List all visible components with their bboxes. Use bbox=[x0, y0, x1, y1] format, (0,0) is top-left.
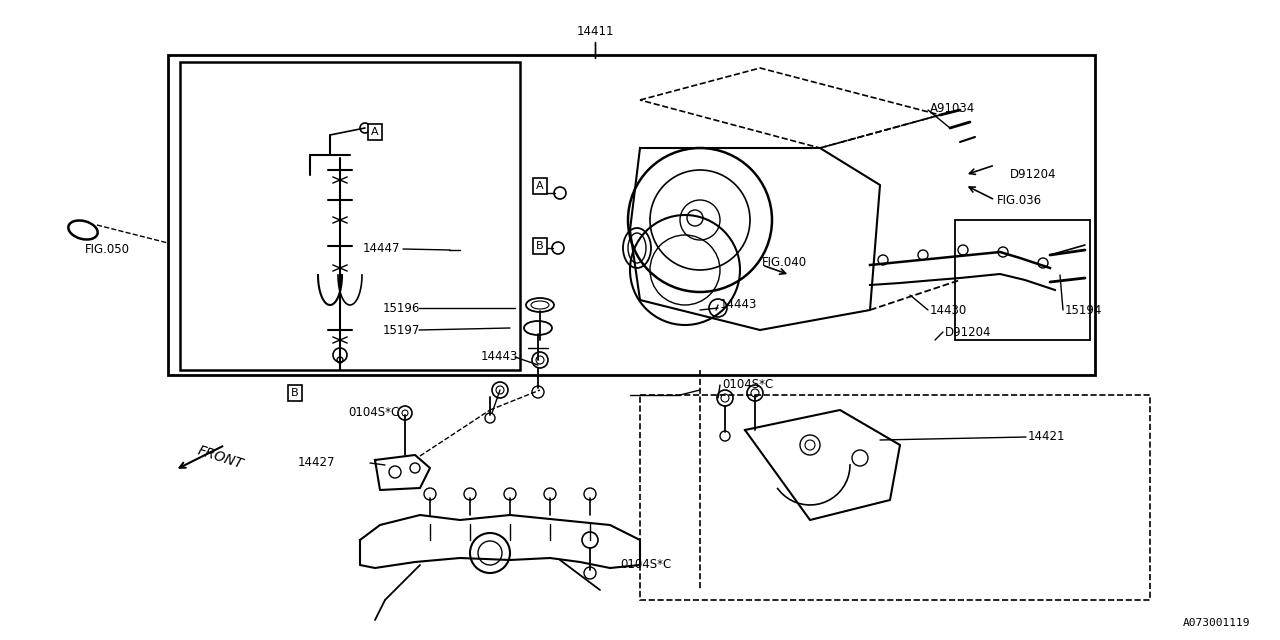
Text: 14430: 14430 bbox=[931, 303, 968, 317]
Text: A073001119: A073001119 bbox=[1183, 618, 1251, 628]
Text: A91034: A91034 bbox=[931, 102, 975, 115]
Text: D91204: D91204 bbox=[945, 326, 992, 339]
Text: FIG.040: FIG.040 bbox=[762, 255, 808, 269]
Text: A: A bbox=[536, 181, 544, 191]
Text: 0104S*C: 0104S*C bbox=[348, 406, 399, 419]
Text: D91204: D91204 bbox=[1010, 168, 1056, 182]
Text: 14421: 14421 bbox=[1028, 431, 1065, 444]
Text: 15197: 15197 bbox=[383, 323, 420, 337]
Text: 0104S*C: 0104S*C bbox=[620, 559, 671, 572]
Text: 14411: 14411 bbox=[576, 25, 613, 38]
Bar bbox=[640, 395, 1149, 600]
Text: B: B bbox=[536, 241, 544, 251]
Text: A: A bbox=[371, 127, 379, 137]
Text: 14443: 14443 bbox=[480, 351, 518, 364]
Text: FIG.050: FIG.050 bbox=[84, 243, 129, 256]
Bar bbox=[180, 62, 520, 370]
Text: 15194: 15194 bbox=[1065, 303, 1102, 317]
Bar bbox=[168, 55, 1094, 375]
Text: 14443: 14443 bbox=[719, 298, 758, 312]
Text: FRONT: FRONT bbox=[196, 444, 244, 472]
Text: 14427: 14427 bbox=[297, 456, 335, 470]
Bar bbox=[955, 220, 1091, 340]
Text: B: B bbox=[291, 388, 298, 398]
Text: 14447: 14447 bbox=[362, 241, 399, 255]
Text: FIG.036: FIG.036 bbox=[997, 193, 1042, 207]
Text: 0104S*C: 0104S*C bbox=[722, 378, 773, 392]
Text: 15196: 15196 bbox=[383, 301, 420, 314]
